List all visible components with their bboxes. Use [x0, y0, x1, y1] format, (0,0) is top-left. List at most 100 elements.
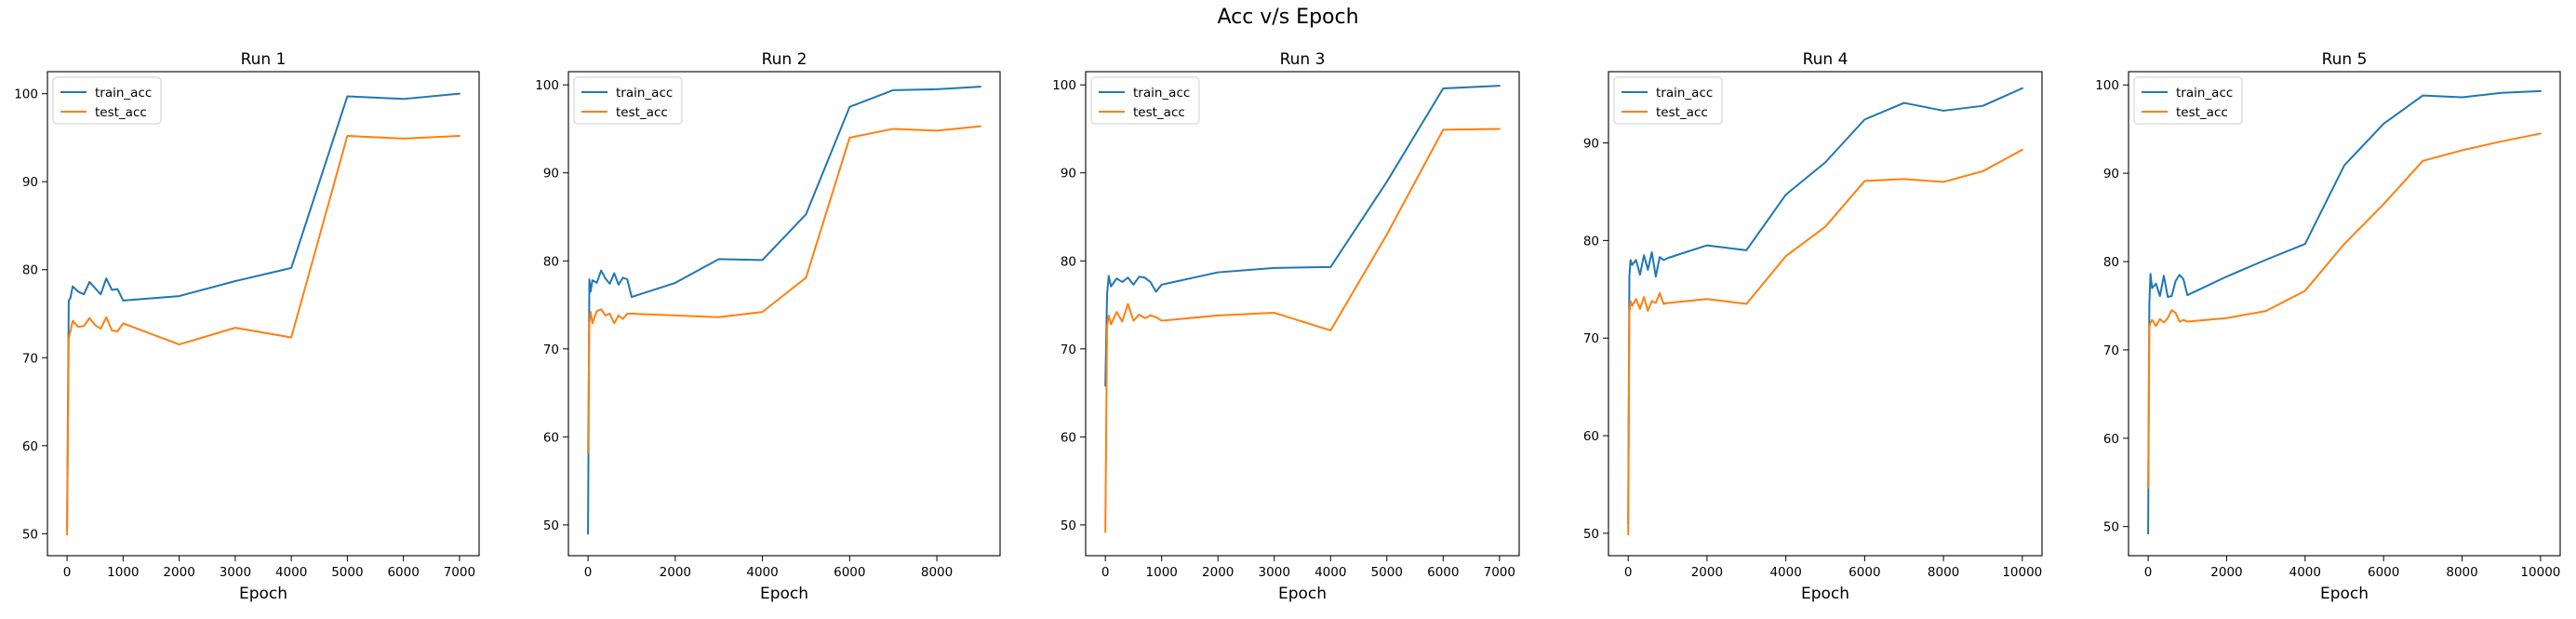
x-tick-label: 4000	[1769, 565, 1801, 580]
x-tick-label: 0	[2144, 565, 2153, 580]
legend-label: train_acc	[616, 86, 673, 101]
y-tick-label: 90	[1061, 167, 1076, 182]
y-tick-label: 50	[543, 518, 559, 533]
x-tick-label: 6000	[387, 565, 419, 580]
legend: train_acc test_acc	[1613, 76, 1723, 125]
x-tick-label: 6000	[1427, 565, 1459, 580]
y-tick-label: 70	[1583, 331, 1599, 346]
axes-frame	[2128, 71, 2561, 557]
series-line-train-acc	[1627, 87, 2023, 525]
legend-label: test_acc	[1656, 105, 1708, 120]
x-tick-label: 8000	[2446, 565, 2477, 580]
series-line-test-acc	[1627, 148, 2023, 535]
y-tick-label: 100	[1052, 78, 1076, 93]
subplot-5: Run 5 0 2000 4000 6000 8000 10000 50 60 70 80 90 100…	[2095, 50, 2561, 603]
y-tick-label: 60	[543, 430, 559, 445]
series-line-test-acc	[66, 135, 460, 536]
x-tick-label: 5000	[1371, 565, 1403, 580]
y-tick-label: 80	[1061, 254, 1076, 269]
x-tick-label: 0	[584, 565, 593, 580]
y-tick-label: 100	[2095, 78, 2119, 93]
y-tick-label: 80	[2103, 255, 2119, 270]
y-tick-label: 60	[1061, 430, 1076, 445]
x-tick-label: 2000	[660, 565, 691, 580]
x-tick-label: 4000	[1315, 565, 1346, 580]
series-line-train-acc	[1104, 85, 1501, 387]
legend: train_acc test_acc	[52, 76, 162, 125]
y-tick-label: 70	[543, 343, 559, 357]
x-axis-label: Epoch	[1801, 585, 1849, 603]
x-tick-label: 10000	[2002, 565, 2042, 580]
x-tick-label: 2000	[2210, 565, 2242, 580]
x-tick-label: 8000	[921, 565, 953, 580]
x-tick-label: 3000	[220, 565, 251, 580]
y-tick-label: 90	[2103, 167, 2119, 182]
subplot-title: Run 1	[241, 50, 287, 69]
subplot-3: Run 3 0 1000 2000 3000 4000 5000 6000 7000 50 60 70…	[1052, 50, 1520, 603]
x-tick-label: 10000	[2520, 565, 2560, 580]
y-tick-label: 50	[1583, 527, 1599, 542]
legend-label: train_acc	[1133, 86, 1190, 101]
x-tick-label: 2000	[163, 565, 194, 580]
legend: train_acc test_acc	[2133, 76, 2243, 125]
legend: train_acc test_acc	[1090, 76, 1200, 125]
y-tick-label: 90	[1583, 137, 1599, 152]
x-tick-label: 4000	[746, 565, 778, 580]
subplot-1: Run 1 0 1000 2000 3000 4000 5000 6000 7000 50 60 70…	[14, 50, 480, 603]
series-line-train-acc	[587, 86, 981, 535]
subplot-4: Run 4 0 2000 4000 6000 8000 10000 50 60 70 80 90 Epo…	[1583, 50, 2043, 603]
y-tick-label: 80	[22, 263, 38, 278]
x-tick-label: 4000	[275, 565, 307, 580]
y-tick-label: 100	[14, 87, 38, 102]
y-tick-label: 60	[1583, 429, 1599, 444]
x-tick-label: 0	[63, 565, 72, 580]
x-tick-label: 8000	[1928, 565, 1959, 580]
figure-suptitle: Acc v/s Epoch	[1217, 6, 1358, 29]
axes-frame	[1085, 71, 1520, 557]
axes-frame	[1608, 71, 2043, 557]
x-tick-label: 6000	[834, 565, 865, 580]
subplot-title: Run 4	[1803, 50, 1849, 69]
y-tick-label: 50	[2103, 520, 2119, 535]
series-line-test-acc	[1104, 128, 1501, 533]
series-line-train-acc	[2147, 89, 2542, 535]
x-axis-label: Epoch	[1278, 585, 1327, 603]
legend: train_acc test_acc	[573, 76, 683, 125]
x-tick-label: 0	[1101, 565, 1110, 580]
series-line-test-acc	[2147, 132, 2542, 489]
x-tick-label: 7000	[1484, 565, 1515, 580]
x-tick-label: 1000	[1146, 565, 1178, 580]
legend-label: test_acc	[2176, 105, 2228, 120]
x-tick-label: 6000	[2368, 565, 2399, 580]
x-axis-label: Epoch	[2320, 585, 2369, 603]
legend-label: test_acc	[1133, 105, 1185, 120]
y-tick-label: 70	[2103, 343, 2119, 358]
series-line-train-acc	[66, 92, 460, 531]
subplot-2: Run 2 0 2000 4000 6000 8000 50 60 70 80 90 100 Epoch…	[535, 50, 1001, 603]
x-tick-label: 6000	[1849, 565, 1880, 580]
y-tick-label: 80	[543, 254, 559, 269]
y-tick-label: 70	[22, 351, 38, 366]
x-axis-label: Epoch	[760, 585, 808, 603]
x-tick-label: 4000	[2289, 565, 2321, 580]
x-axis-label: Epoch	[239, 585, 287, 603]
y-tick-label: 50	[22, 527, 38, 542]
x-tick-label: 2000	[1691, 565, 1723, 580]
x-tick-label: 0	[1624, 565, 1633, 580]
axes-frame	[567, 71, 1001, 557]
y-tick-label: 90	[543, 167, 559, 182]
legend-label: test_acc	[95, 105, 147, 120]
axes-frame	[47, 71, 480, 557]
subplot-title: Run 3	[1280, 50, 1326, 69]
x-tick-label: 3000	[1259, 565, 1290, 580]
y-tick-label: 100	[535, 78, 559, 93]
legend-label: train_acc	[2176, 86, 2233, 101]
x-tick-label: 7000	[444, 565, 475, 580]
legend-label: test_acc	[616, 105, 668, 120]
x-tick-label: 2000	[1202, 565, 1234, 580]
subplot-title: Run 2	[762, 50, 808, 69]
series-line-test-acc	[587, 125, 981, 454]
y-tick-label: 80	[1583, 234, 1599, 249]
subplot-grid: Run 10 1000 2000 3000 4000 5000 6000 7000506070…	[14, 50, 2561, 603]
